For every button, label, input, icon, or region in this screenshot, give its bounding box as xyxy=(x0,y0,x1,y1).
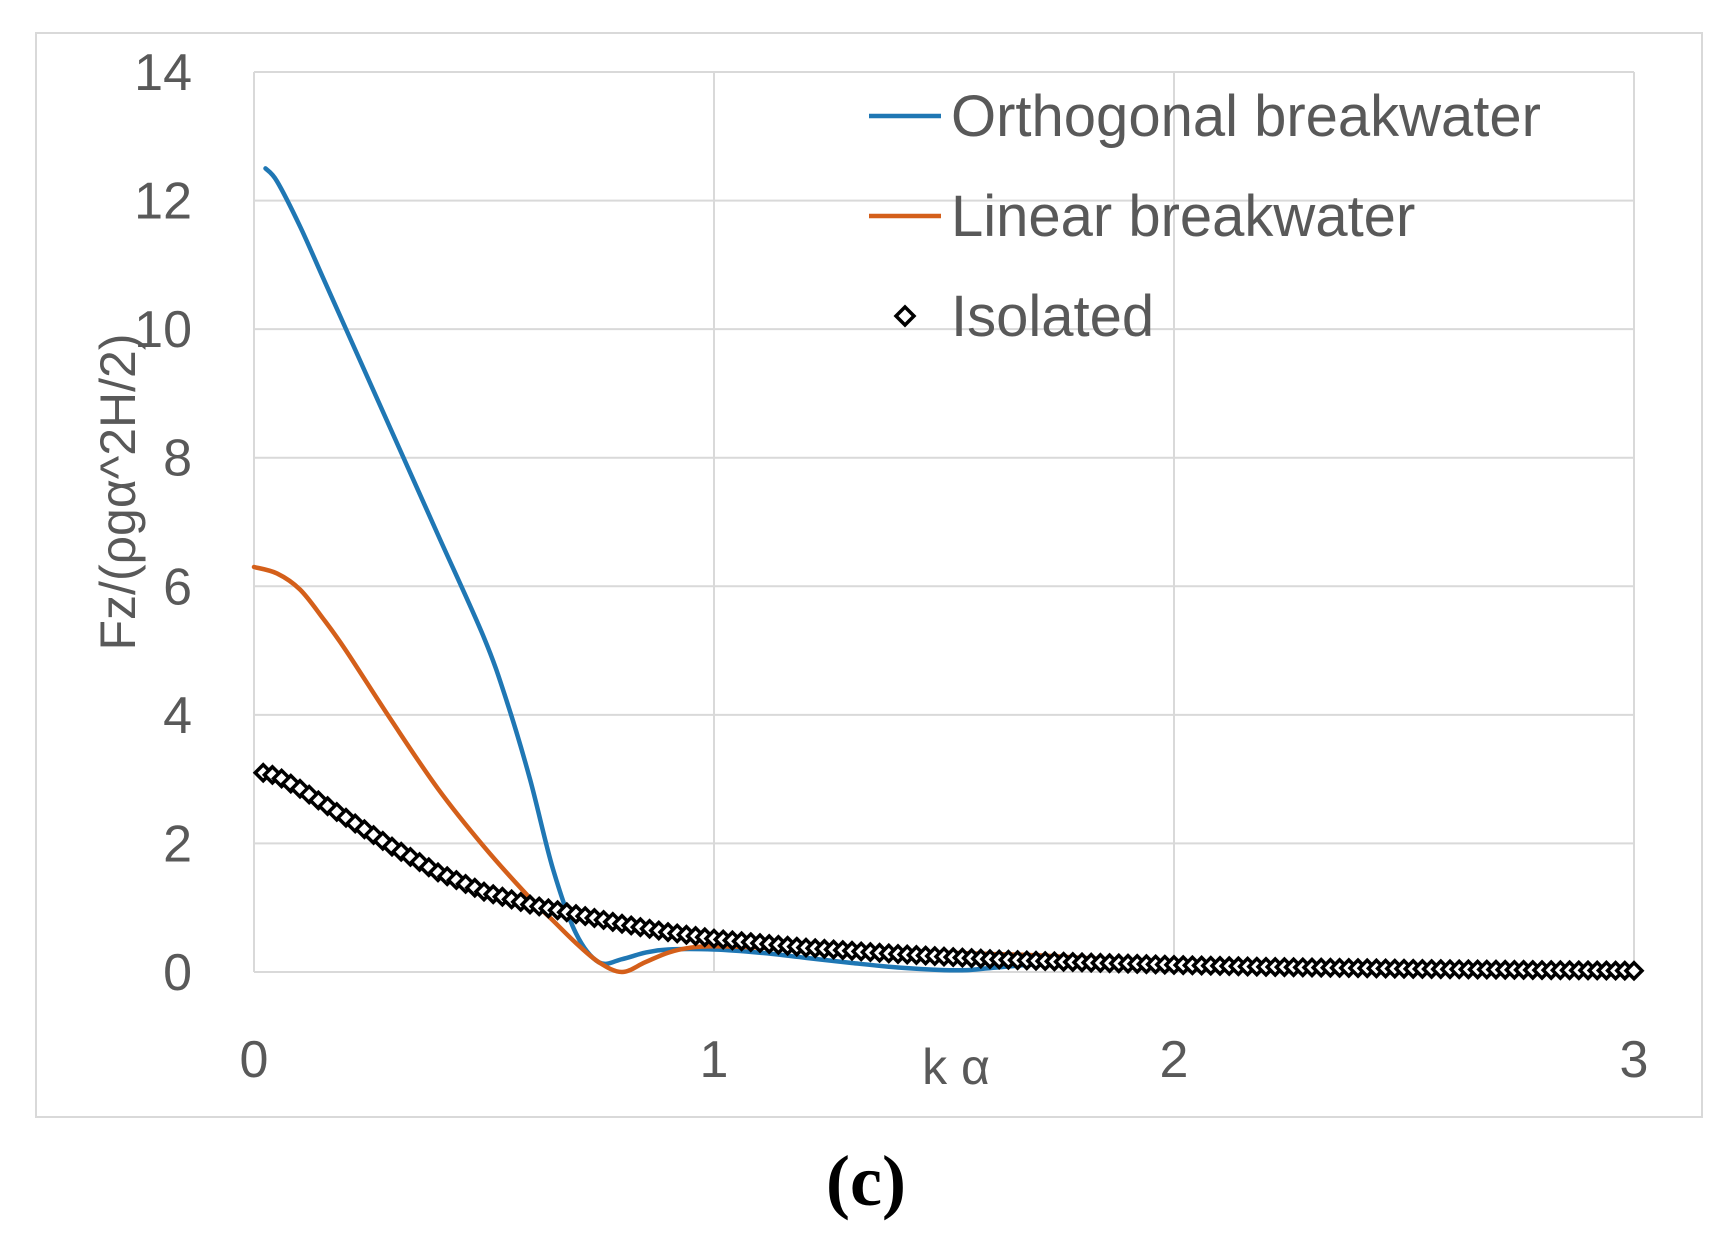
x-tick-label: 2 xyxy=(1160,1031,1189,1089)
legend-swatch xyxy=(893,304,917,328)
legend-item: Orthogonal breakwater xyxy=(869,84,1541,149)
chart-frame: 0 2 4 6 8 10 12 14 0 1 2 3 k α Fz/(ρgα^2H/2) Orthogona… xyxy=(35,32,1703,1118)
data-point xyxy=(280,773,302,795)
legend-label: Orthogonal breakwater xyxy=(951,84,1541,149)
x-axis-title: k α xyxy=(922,1039,990,1095)
data-point xyxy=(390,841,412,863)
series-orthogonal-breakwater xyxy=(263,166,1637,973)
data-point xyxy=(289,778,311,800)
x-tick-label: 3 xyxy=(1620,1031,1649,1089)
y-tick-label: 6 xyxy=(163,558,192,616)
y-tick-label: 0 xyxy=(163,944,192,1002)
data-point xyxy=(317,795,339,817)
series-line xyxy=(263,166,1637,973)
data-point xyxy=(353,818,375,840)
series-line xyxy=(251,564,1637,975)
panel-label: (c) xyxy=(826,1141,906,1221)
y-tick-label: 4 xyxy=(163,687,192,745)
legend-label: Isolated xyxy=(951,284,1154,349)
data-point xyxy=(381,836,403,858)
legend-item: Linear breakwater xyxy=(869,184,1415,249)
y-tick-label: 12 xyxy=(134,173,192,231)
x-tick-label: 0 xyxy=(240,1031,269,1089)
data-point xyxy=(399,846,421,868)
series-isolated xyxy=(252,762,1645,982)
series-linear-breakwater xyxy=(251,564,1637,975)
y-tick-label: 2 xyxy=(163,815,192,873)
y-axis-title: Fz/(ρgα^2H/2) xyxy=(90,334,146,651)
legend: Orthogonal breakwater Linear breakwater Is… xyxy=(869,84,1541,349)
y-tick-label: 8 xyxy=(163,430,192,488)
x-tick-label: 1 xyxy=(700,1031,729,1089)
data-point xyxy=(1623,960,1645,982)
legend-item: Isolated xyxy=(893,284,1154,349)
y-tick-label: 10 xyxy=(134,301,192,359)
legend-label: Linear breakwater xyxy=(951,184,1415,249)
y-tick-label: 14 xyxy=(134,44,192,102)
data-point xyxy=(326,801,348,823)
